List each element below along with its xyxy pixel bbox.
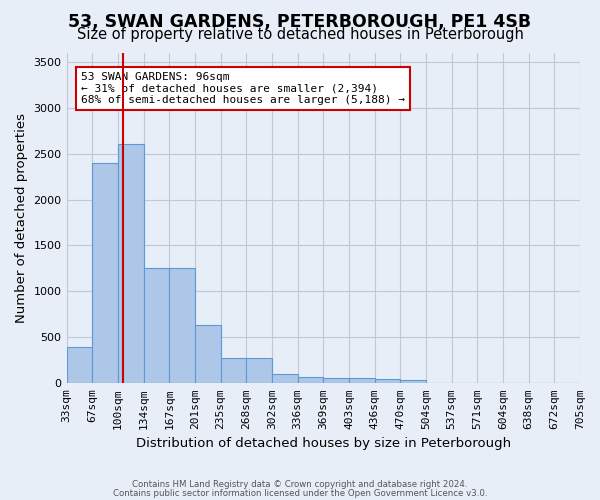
Bar [118, 144, 143, 384]
Bar [272, 374, 298, 384]
Text: 53 SWAN GARDENS: 96sqm
← 31% of detached houses are smaller (2,394)
68% of semi-: 53 SWAN GARDENS: 96sqm ← 31% of detached… [80, 72, 404, 105]
Bar [143, 268, 169, 384]
Bar [246, 358, 272, 384]
Bar [349, 378, 374, 384]
Bar [374, 379, 400, 384]
Text: Contains public sector information licensed under the Open Government Licence v3: Contains public sector information licen… [113, 488, 487, 498]
Bar [221, 358, 246, 384]
Text: Contains HM Land Registry data © Crown copyright and database right 2024.: Contains HM Land Registry data © Crown c… [132, 480, 468, 489]
Bar [195, 326, 221, 384]
Text: 53, SWAN GARDENS, PETERBOROUGH, PE1 4SB: 53, SWAN GARDENS, PETERBOROUGH, PE1 4SB [68, 12, 532, 30]
Bar [298, 378, 323, 384]
Bar [92, 163, 118, 384]
Text: Size of property relative to detached houses in Peterborough: Size of property relative to detached ho… [77, 28, 523, 42]
Bar [400, 380, 426, 384]
Bar [67, 348, 92, 384]
Bar [323, 378, 349, 384]
Y-axis label: Number of detached properties: Number of detached properties [15, 113, 28, 323]
X-axis label: Distribution of detached houses by size in Peterborough: Distribution of detached houses by size … [136, 437, 511, 450]
Bar [169, 268, 195, 384]
